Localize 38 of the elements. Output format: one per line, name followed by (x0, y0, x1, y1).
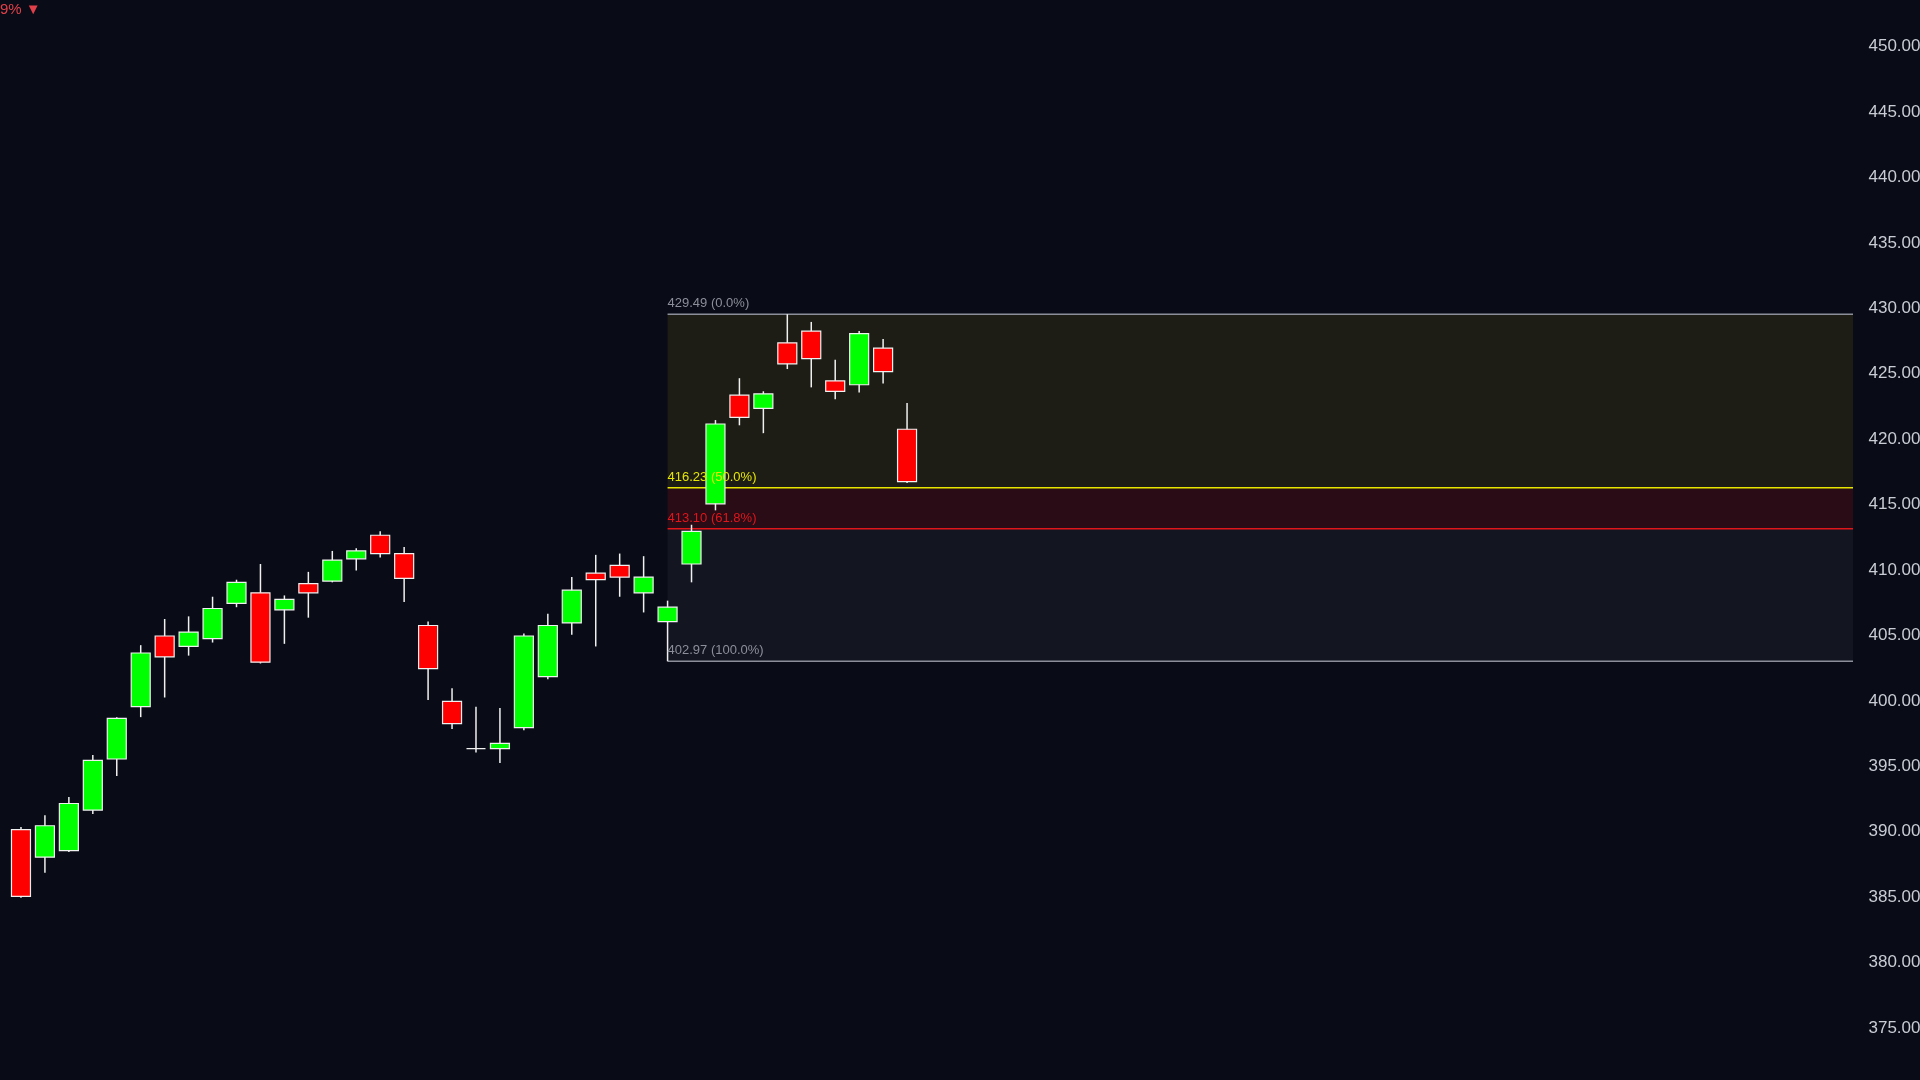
candlestick (226, 578, 247, 608)
candlestick (873, 338, 894, 385)
y-tick-label: 420.00 (1868, 428, 1920, 448)
candlestick (322, 550, 343, 584)
ref-line-label: 429.49 (0.0%) (667, 295, 750, 311)
y-tick-label: 385.00 (1868, 886, 1920, 906)
candlestick (178, 615, 199, 657)
y-tick-label: 400.00 (1868, 690, 1920, 710)
candlestick (465, 705, 487, 754)
y-tick-label: 410.00 (1868, 559, 1920, 579)
candlestick (777, 313, 798, 370)
y-tick-label: 375.00 (1868, 1017, 1920, 1037)
candlestick (633, 555, 654, 614)
candlestick (274, 594, 295, 645)
y-tick-label: 440.00 (1868, 167, 1920, 187)
candlestick (729, 377, 750, 427)
y-tick-label: 430.00 (1868, 298, 1920, 318)
candlestick (370, 530, 391, 559)
y-tick-label: 425.00 (1868, 363, 1920, 383)
candlestick (346, 547, 367, 572)
y-tick-label: 450.00 (1868, 36, 1920, 56)
y-tick-label: 395.00 (1868, 756, 1920, 776)
candlestick (489, 707, 511, 764)
y-tick-label: 435.00 (1868, 232, 1920, 252)
candlestick (585, 554, 606, 648)
y-tick-label: 380.00 (1868, 952, 1920, 972)
candlestick (441, 687, 463, 730)
candlestick (609, 552, 630, 598)
candlestick (298, 571, 319, 619)
candlestick (825, 359, 846, 400)
y-tick-label: 405.00 (1868, 625, 1920, 645)
candlestick (154, 618, 175, 699)
candlestick (753, 390, 774, 434)
ref-line-label: 413.10 (61.8%) (667, 509, 757, 525)
y-tick-label: 445.00 (1868, 101, 1920, 121)
annotation: 9% ▼ (0, 0, 41, 17)
y-tick-label: 390.00 (1868, 821, 1920, 841)
y-tick-label: 415.00 (1868, 494, 1920, 514)
